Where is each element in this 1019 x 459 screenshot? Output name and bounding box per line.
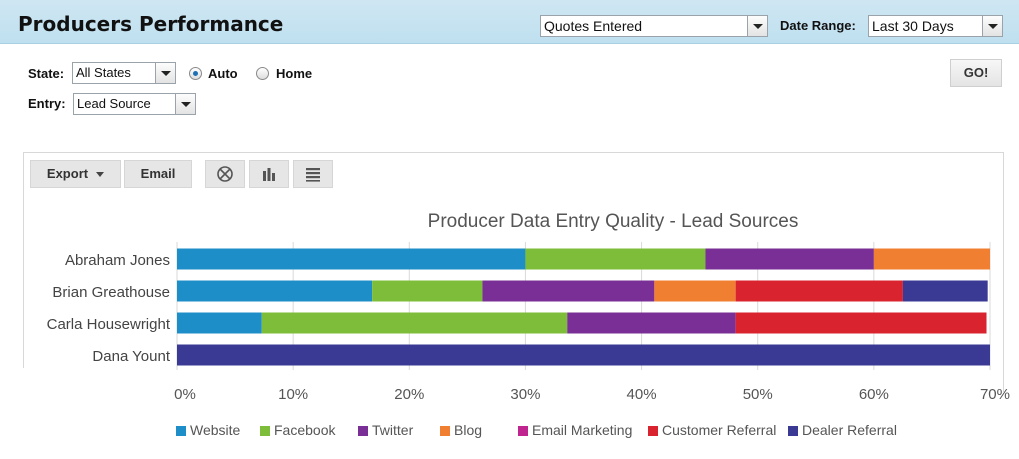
export-button[interactable]: Export	[30, 160, 121, 188]
panel-cutout	[0, 368, 128, 459]
state-label: State:	[28, 66, 65, 81]
header-bar: Producers Performance Quotes Entered Dat…	[0, 0, 1019, 44]
x-tick-label: 40%	[627, 386, 657, 403]
bar-segment	[735, 312, 987, 334]
legend-label: Facebook	[274, 422, 336, 438]
date-range-label: Date Range:	[780, 18, 856, 33]
bar-segment	[177, 344, 990, 366]
legend-swatch	[518, 426, 528, 436]
x-tick-label: 20%	[394, 386, 424, 403]
date-range-select[interactable]: Last 30 Days	[868, 15, 1003, 37]
bar-segment	[177, 248, 526, 270]
bar-segment	[525, 248, 706, 270]
radio-home[interactable]	[256, 67, 269, 80]
entry-select-value: Lead Source	[77, 96, 151, 111]
bar-segment	[177, 312, 262, 334]
category-label: Abraham Jones	[65, 252, 170, 269]
table-view-icon[interactable]	[293, 160, 333, 188]
bar-segment	[705, 248, 874, 270]
go-button[interactable]: GO!	[950, 59, 1002, 87]
chevron-down-icon[interactable]	[155, 63, 175, 83]
chart-title: Producer Data Entry Quality - Lead Sourc…	[428, 211, 799, 232]
chevron-down-icon[interactable]	[747, 16, 767, 36]
x-tick-label: 0%	[174, 386, 196, 403]
legend-swatch	[440, 426, 450, 436]
bar-chart-icon[interactable]	[249, 160, 289, 188]
bar-segment	[177, 280, 373, 302]
export-button-label: Export	[46, 166, 89, 181]
email-button[interactable]: Email	[124, 160, 192, 188]
x-tick-label: 70%	[980, 386, 1010, 403]
entry-select[interactable]: Lead Source	[73, 93, 196, 115]
legend-label: Dealer Referral	[802, 422, 897, 438]
chevron-down-icon[interactable]	[175, 94, 195, 114]
radio-home-label: Home	[276, 66, 313, 81]
chevron-down-icon[interactable]	[982, 16, 1002, 36]
date-range-value: Last 30 Days	[872, 18, 954, 34]
legend-label: Blog	[454, 422, 482, 438]
entry-label: Entry:	[28, 96, 66, 111]
radio-auto[interactable]	[189, 67, 202, 80]
legend-swatch	[648, 426, 658, 436]
bar-segment	[873, 248, 990, 270]
legend-swatch	[176, 426, 186, 436]
metric-select[interactable]: Quotes Entered	[540, 15, 768, 37]
x-tick-label: 10%	[278, 386, 308, 403]
bar-segment	[261, 312, 568, 334]
caret-down-icon	[96, 172, 105, 178]
legend-label: Twitter	[372, 422, 414, 438]
page-title: Producers Performance	[18, 12, 284, 36]
bar-segment	[482, 280, 655, 302]
bar-segment	[902, 280, 988, 302]
legend-label: Customer Referral	[662, 422, 776, 438]
legend-swatch	[260, 426, 270, 436]
legend-label: Website	[190, 422, 241, 438]
category-label: Brian Greathouse	[52, 284, 170, 301]
radio-auto-label: Auto	[208, 66, 238, 81]
pie-chart-icon[interactable]	[205, 160, 245, 188]
state-select[interactable]: All States	[72, 62, 176, 84]
state-select-value: All States	[76, 65, 131, 80]
metric-select-value: Quotes Entered	[544, 18, 643, 34]
x-tick-label: 50%	[743, 386, 773, 403]
category-label: Carla Housewright	[47, 316, 171, 333]
bar-segment	[654, 280, 736, 302]
bar-segment	[372, 280, 483, 302]
x-tick-label: 60%	[859, 386, 889, 403]
legend-swatch	[358, 426, 368, 436]
legend-label: Email Marketing	[532, 422, 632, 438]
bar-segment	[735, 280, 903, 302]
bar-segment	[567, 312, 736, 334]
category-label: Dana Yount	[92, 348, 170, 365]
legend-swatch	[788, 426, 798, 436]
x-tick-label: 30%	[510, 386, 540, 403]
